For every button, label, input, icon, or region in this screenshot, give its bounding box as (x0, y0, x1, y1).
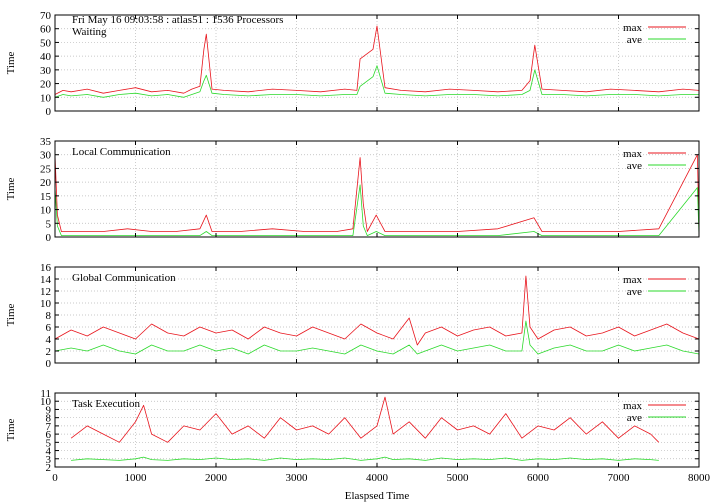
y-tick-label: 20 (40, 79, 52, 91)
y-tick-label: 7 (46, 421, 52, 433)
series-line-max (54, 154, 700, 232)
x-tick-label: 7000 (608, 472, 631, 484)
y-tick-label: 10 (40, 396, 52, 408)
x-axis-ticks: 0 1000 2000 3000 4000 5000 6000 7000 8000 (52, 472, 710, 484)
x-tick-label: 1000 (125, 472, 148, 484)
legend-label-ave: ave (627, 412, 642, 424)
figure-header: Fri May 16 09:03:58 : atlas51 : 1536 Pro… (72, 14, 283, 26)
y-tick-label: 0 (46, 106, 52, 118)
panel-title: Waiting (72, 26, 107, 38)
y-tick-label: 60 (40, 24, 52, 36)
y-tick-label: 30 (40, 65, 52, 77)
y-tick-label: 70 (40, 10, 52, 22)
y-tick-label: 40 (40, 51, 52, 63)
y-tick-label: 8 (46, 413, 52, 425)
series-line-max (54, 25, 700, 95)
y-tick-label: 10 (40, 92, 52, 104)
y-tick-label: 10 (40, 298, 52, 310)
y-tick-label: 8 (46, 310, 52, 322)
y-tick-label: 9 (46, 404, 52, 416)
y-tick-label: 2 (46, 346, 52, 358)
legend-label-max: max (623, 274, 642, 286)
y-tick-label: 5 (46, 218, 52, 230)
y-tick-label: 4 (46, 334, 52, 346)
y-tick-label: 15 (40, 191, 52, 203)
y-tick-label: 25 (40, 163, 52, 175)
y-tick-label: 20 (40, 177, 52, 189)
x-tick-label: 8000 (688, 472, 711, 484)
y-tick-label: 11 (40, 388, 51, 400)
panel-title: Global Communication (72, 272, 176, 284)
series-line-ave (54, 320, 700, 355)
y-tick-label: 2 (46, 462, 52, 474)
y-tick-label: 35 (40, 136, 52, 148)
y-tick-label: 50 (40, 37, 52, 49)
legend-label-ave: ave (627, 286, 642, 298)
series-line-ave (54, 184, 700, 237)
x-tick-label: 3000 (286, 472, 309, 484)
y-tick-label: 6 (46, 429, 52, 441)
legend-label-max: max (623, 400, 642, 412)
panel-title: Local Communication (72, 146, 171, 158)
x-tick-label: 2000 (205, 472, 228, 484)
series-line-max (54, 275, 700, 346)
x-tick-label: 4000 (366, 472, 389, 484)
y-axis-label: Time (5, 51, 17, 74)
y-tick-label: 12 (40, 286, 51, 298)
legend-label-max: max (623, 22, 642, 34)
y-axis-label: Time (5, 177, 17, 200)
y-tick-label: 16 (40, 262, 52, 274)
y-tick-label: 14 (40, 274, 52, 286)
y-axis-label: Time (5, 418, 17, 441)
panels-group: 010203040506070WaitingTimemaxave05101520… (5, 10, 700, 474)
y-tick-label: 0 (46, 232, 52, 244)
y-tick-label: 4 (46, 446, 52, 458)
x-tick-label: 6000 (527, 472, 550, 484)
y-axis-label: Time (5, 303, 17, 326)
y-tick-label: 0 (46, 358, 52, 370)
panel-title: Task Execution (72, 398, 140, 410)
legend-label-ave: ave (627, 34, 642, 46)
y-tick-label: 3 (46, 454, 52, 466)
x-axis-label: Elaspsed Time (345, 490, 410, 502)
series-line-ave (54, 65, 699, 98)
y-tick-label: 6 (46, 322, 52, 334)
y-tick-label: 5 (46, 437, 52, 449)
y-tick-label: 30 (40, 150, 52, 162)
x-tick-label: 5000 (447, 472, 470, 484)
legend-label-max: max (623, 148, 642, 160)
series-line-ave (71, 456, 659, 461)
y-tick-label: 10 (40, 205, 52, 217)
x-tick-label: 0 (52, 472, 58, 484)
series-line-max (70, 396, 660, 443)
legend-label-ave: ave (627, 160, 642, 172)
